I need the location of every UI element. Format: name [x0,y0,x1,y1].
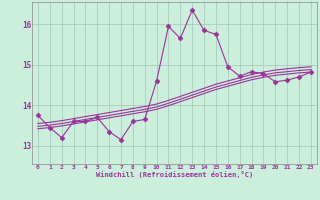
X-axis label: Windchill (Refroidissement éolien,°C): Windchill (Refroidissement éolien,°C) [96,171,253,178]
